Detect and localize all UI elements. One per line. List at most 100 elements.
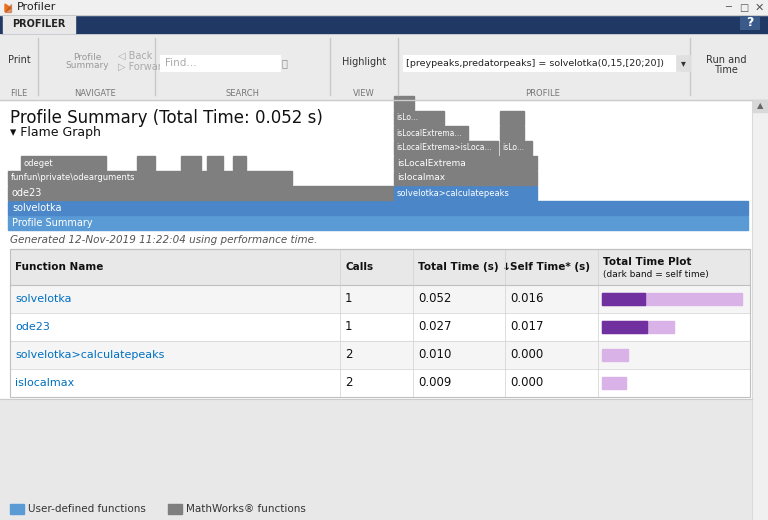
Text: Print: Print <box>8 55 31 65</box>
Bar <box>3 15 75 33</box>
Text: Calls: Calls <box>345 262 373 272</box>
Text: NAVIGATE: NAVIGATE <box>74 89 116 98</box>
Text: 0.017: 0.017 <box>510 320 544 333</box>
Text: [preypeaks,predatorpeaks] = solvelotka(0,15,[20;20]): [preypeaks,predatorpeaks] = solvelotka(0… <box>406 58 664 68</box>
Text: isLocalExtrema>isLoca...: isLocalExtrema>isLoca... <box>396 144 492 152</box>
Bar <box>752 100 768 520</box>
Bar <box>394 96 414 110</box>
Bar <box>10 504 24 514</box>
Bar <box>8 186 393 200</box>
Text: PROFILER: PROFILER <box>12 19 66 29</box>
Bar <box>10 249 750 285</box>
Polygon shape <box>5 4 11 12</box>
Bar <box>676 55 690 71</box>
Text: solvelotka: solvelotka <box>15 294 71 304</box>
Text: 0.010: 0.010 <box>418 348 452 361</box>
Text: solvelotka: solvelotka <box>12 203 61 213</box>
Text: 2: 2 <box>345 348 353 361</box>
Text: islocalmax: islocalmax <box>15 378 74 388</box>
Bar <box>394 126 468 140</box>
Text: isLocalExtrema...: isLocalExtrema... <box>396 128 462 137</box>
Bar <box>394 186 537 200</box>
Text: Summary: Summary <box>65 61 109 71</box>
Text: Profile: Profile <box>73 53 101 61</box>
Text: Run and: Run and <box>706 55 746 65</box>
Bar <box>394 141 498 155</box>
Text: Total Time Plot: Total Time Plot <box>603 256 691 267</box>
Text: isLo...: isLo... <box>502 144 524 152</box>
Text: 0.000: 0.000 <box>510 376 543 389</box>
Bar <box>403 55 680 71</box>
Text: ─: ─ <box>725 3 731 12</box>
Text: ode23: ode23 <box>12 188 42 198</box>
Text: 🔍: 🔍 <box>282 58 288 68</box>
Text: 0.000: 0.000 <box>510 348 543 361</box>
Text: 1: 1 <box>345 292 353 305</box>
Polygon shape <box>5 4 11 12</box>
Bar <box>602 293 742 305</box>
Text: solvelotka>calculatepeaks: solvelotka>calculatepeaks <box>15 350 164 360</box>
Bar <box>394 111 444 125</box>
Text: 0.016: 0.016 <box>510 292 544 305</box>
Text: Time: Time <box>714 65 738 75</box>
Bar <box>160 55 280 71</box>
Bar <box>0 33 768 100</box>
Bar <box>10 341 750 369</box>
Text: User-defined functions: User-defined functions <box>28 504 146 514</box>
Text: islocalmax: islocalmax <box>397 174 445 183</box>
Bar <box>181 156 201 170</box>
Text: funfun\private\odearguments: funfun\private\odearguments <box>11 174 135 183</box>
Text: Generated 12-Nov-2019 11:22:04 using performance time.: Generated 12-Nov-2019 11:22:04 using per… <box>10 235 317 245</box>
Text: 2: 2 <box>345 376 353 389</box>
Text: Total Time (s) ↓: Total Time (s) ↓ <box>418 262 511 272</box>
Text: □: □ <box>740 3 749 12</box>
Text: ✕: ✕ <box>754 3 763 12</box>
Bar <box>394 171 537 185</box>
Bar <box>602 349 628 361</box>
Bar <box>8 216 748 230</box>
Bar <box>0 399 752 520</box>
Bar <box>10 313 750 341</box>
Text: ▷ Forward: ▷ Forward <box>118 62 167 72</box>
Bar <box>0 100 752 520</box>
Bar <box>602 321 647 333</box>
Text: PROFILE: PROFILE <box>525 89 561 98</box>
Bar <box>394 156 537 170</box>
Bar <box>602 377 626 389</box>
Text: isLocalExtrema: isLocalExtrema <box>397 159 465 167</box>
Text: 0.052: 0.052 <box>418 292 452 305</box>
Bar <box>8 201 748 215</box>
Text: 1: 1 <box>345 320 353 333</box>
Bar <box>168 504 182 514</box>
Text: VIEW: VIEW <box>353 89 375 98</box>
Text: Find...: Find... <box>165 58 197 68</box>
Text: MathWorks® functions: MathWorks® functions <box>186 504 306 514</box>
Bar <box>602 321 674 333</box>
Bar <box>10 285 750 313</box>
Text: odeget: odeget <box>23 159 53 167</box>
Text: SEARCH: SEARCH <box>225 89 259 98</box>
Bar <box>500 141 532 155</box>
Text: Highlight: Highlight <box>342 57 386 67</box>
Text: Self Time* (s): Self Time* (s) <box>510 262 590 272</box>
Text: solvelotka>calculatepeaks: solvelotka>calculatepeaks <box>397 188 510 198</box>
Text: ode23: ode23 <box>15 322 50 332</box>
Text: FILE: FILE <box>11 89 28 98</box>
Bar <box>207 156 223 170</box>
Text: isLo...: isLo... <box>396 113 418 123</box>
Text: 0.009: 0.009 <box>418 376 452 389</box>
Bar <box>602 293 645 305</box>
Text: 0.027: 0.027 <box>418 320 452 333</box>
Bar <box>233 156 246 170</box>
Text: Function Name: Function Name <box>15 262 104 272</box>
Text: ▲: ▲ <box>756 101 763 110</box>
Text: Profile Summary (Total Time: 0.052 s): Profile Summary (Total Time: 0.052 s) <box>10 109 323 127</box>
Bar <box>753 100 767 112</box>
Bar <box>740 16 760 30</box>
Text: ▾: ▾ <box>680 58 685 68</box>
Bar <box>8 171 292 185</box>
Text: ◁ Back: ◁ Back <box>118 51 152 61</box>
Text: Profile Summary: Profile Summary <box>12 218 93 228</box>
Bar <box>0 0 768 15</box>
Bar <box>0 15 768 33</box>
